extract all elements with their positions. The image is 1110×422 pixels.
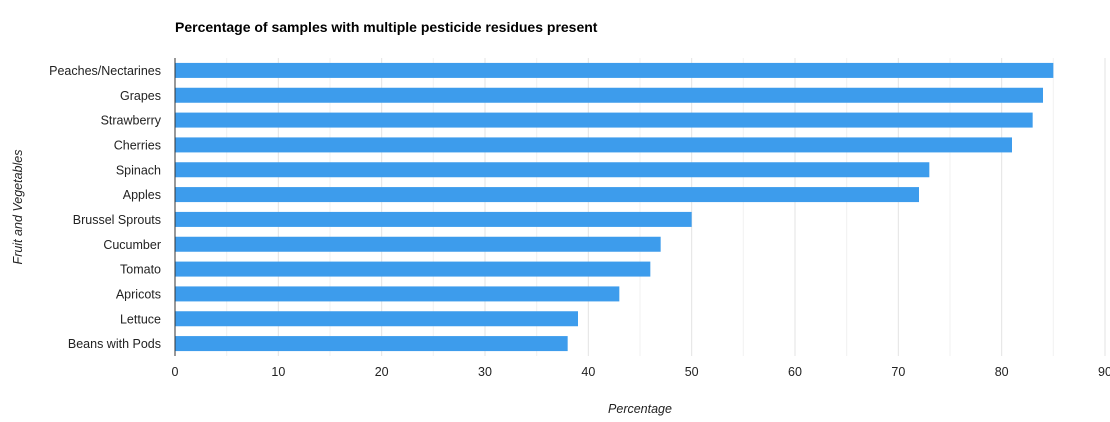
x-tick-label: 50 [685,365,699,379]
x-tick-label: 80 [995,365,1009,379]
category-label: Tomato [120,263,161,277]
category-label: Apricots [116,287,161,301]
category-label: Strawberry [101,114,162,128]
bar [175,211,692,227]
category-label: Lettuce [120,312,161,326]
bar [175,112,1033,128]
bar [175,137,1012,153]
category-label: Beans with Pods [68,337,161,351]
x-tick-label: 70 [891,365,905,379]
category-label: Cucumber [103,238,161,252]
bar [175,336,568,352]
bar [175,236,661,252]
bar [175,87,1043,103]
y-axis-title: Fruit and Vegetables [11,150,25,265]
bar [175,261,651,277]
chart-title: Percentage of samples with multiple pest… [175,19,598,35]
x-tick-label: 20 [375,365,389,379]
x-tick-label: 90 [1098,365,1110,379]
bar [175,187,919,203]
category-label: Apples [123,188,161,202]
x-tick-label: 0 [172,365,179,379]
gridlines [226,58,1106,356]
x-axis-title: Percentage [608,402,672,416]
bar [175,286,620,302]
category-label: Grapes [120,89,161,103]
bar [175,162,930,178]
bar [175,62,1054,78]
x-tick-label: 40 [581,365,595,379]
category-labels: Peaches/Nectarines Grapes Strawberry Cherri… [49,64,162,351]
x-tick-label: 10 [271,365,285,379]
category-label: Peaches/Nectarines [49,64,161,78]
category-label: Brussel Sprouts [73,213,161,227]
x-tick-labels: 0 10 20 30 40 50 60 70 80 90 [172,365,1110,379]
category-label: Spinach [116,163,161,177]
x-tick-label: 60 [788,365,802,379]
category-label: Cherries [114,138,161,152]
bar [175,311,578,327]
bars [175,62,1054,352]
x-tick-label: 30 [478,365,492,379]
